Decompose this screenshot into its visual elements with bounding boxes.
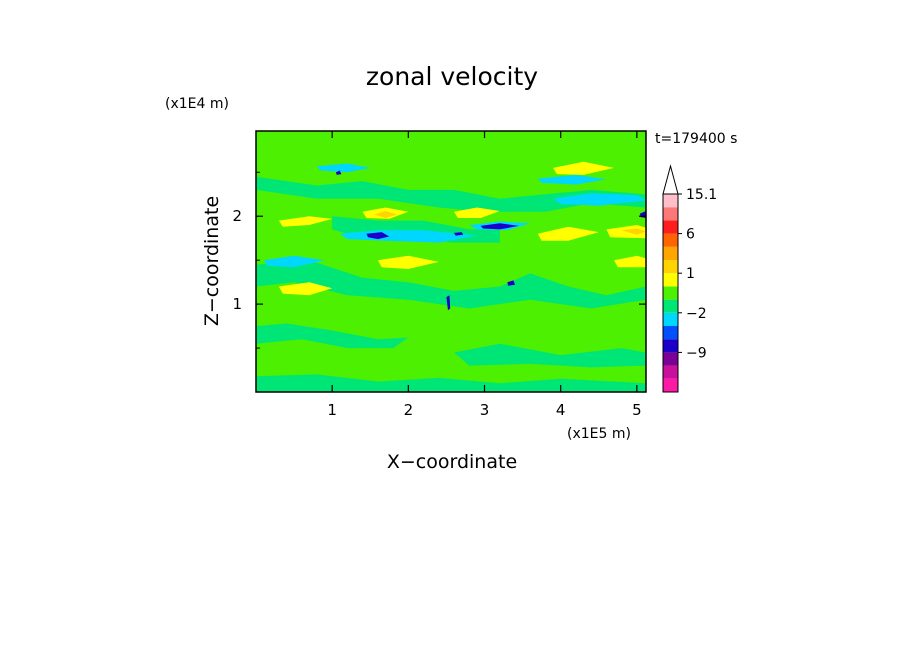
time-label: t=179400 s <box>655 131 737 147</box>
colorbar-segment <box>663 194 678 208</box>
y-tick-label: 1 <box>232 295 242 313</box>
contour-region-31 <box>507 280 515 286</box>
colorbar-label: 1 <box>686 266 695 282</box>
contour-region-27 <box>454 232 464 236</box>
colorbar-segment <box>663 339 678 353</box>
contour-region-24 <box>537 174 607 185</box>
contour-region-19 <box>316 163 371 173</box>
contour-region-28 <box>336 170 342 175</box>
contour-region-12 <box>278 282 333 296</box>
colorbar-segment <box>663 246 678 260</box>
y-tick-label: 2 <box>232 207 242 225</box>
contour-region-10 <box>454 207 500 218</box>
colorbar-label: −9 <box>686 345 707 361</box>
contour-region-18 <box>621 228 646 235</box>
colorbar-label: −2 <box>686 306 707 322</box>
contour-region-6 <box>256 176 646 212</box>
contour-region-30 <box>446 295 451 311</box>
colorbar-segment <box>663 207 678 221</box>
contour-region-14 <box>553 161 614 175</box>
colorbar-segment <box>663 312 678 326</box>
contour-region-1 <box>256 137 646 186</box>
axis-ticks: 1 2 3 4 5 1 2 <box>232 131 646 419</box>
chart-title: zonal velocity <box>366 62 538 91</box>
x-tick-label: 1 <box>327 401 337 419</box>
x-axis-label: X−coordinate <box>387 451 517 473</box>
colorbar-segment <box>663 378 678 392</box>
x-unit-label: (x1E5 m) <box>567 426 631 442</box>
contour-region-15 <box>614 255 646 268</box>
colorbar-label: 15.1 <box>686 187 717 203</box>
y-axis-label: Z−coordinate <box>201 196 223 326</box>
colorbar-segment <box>663 286 678 300</box>
plot-frame <box>255 130 647 393</box>
contour-region-26 <box>480 223 519 230</box>
x-tick-label: 2 <box>404 401 414 419</box>
contour-region-11 <box>537 226 599 241</box>
contour-region-5 <box>256 374 646 392</box>
colorbar-segment <box>663 260 678 274</box>
colorbar-segment <box>663 220 678 234</box>
x-tick-label: 3 <box>480 401 490 419</box>
colorbar-extend-arrow <box>662 164 679 195</box>
contour-region-22 <box>553 193 646 206</box>
x-tick-label: 5 <box>632 401 642 419</box>
colorbar-segment <box>663 326 678 340</box>
contour-region-8 <box>278 216 333 227</box>
contour-region-0 <box>256 225 646 392</box>
x-tick-label: 4 <box>556 401 566 419</box>
contour-region-23 <box>263 255 325 268</box>
contour-region-2 <box>256 260 646 309</box>
contour-region-4 <box>454 343 646 368</box>
colorbar-segment <box>663 299 678 313</box>
contour-region-17 <box>374 211 397 218</box>
colorbar-label: 6 <box>686 227 695 243</box>
colorbar-segment <box>663 352 678 366</box>
contour-fill-regions <box>256 137 646 392</box>
colorbar-segment <box>663 365 678 379</box>
y-unit-label: (x1E4 m) <box>165 96 229 112</box>
colorbar: 15.1 6 1 −2 −9 <box>662 164 717 393</box>
colorbar-segment <box>663 233 678 247</box>
contour-region-13 <box>377 255 439 269</box>
contour-region-25 <box>366 232 390 240</box>
colorbar-segment <box>663 273 678 287</box>
contour-region-3 <box>256 323 409 349</box>
